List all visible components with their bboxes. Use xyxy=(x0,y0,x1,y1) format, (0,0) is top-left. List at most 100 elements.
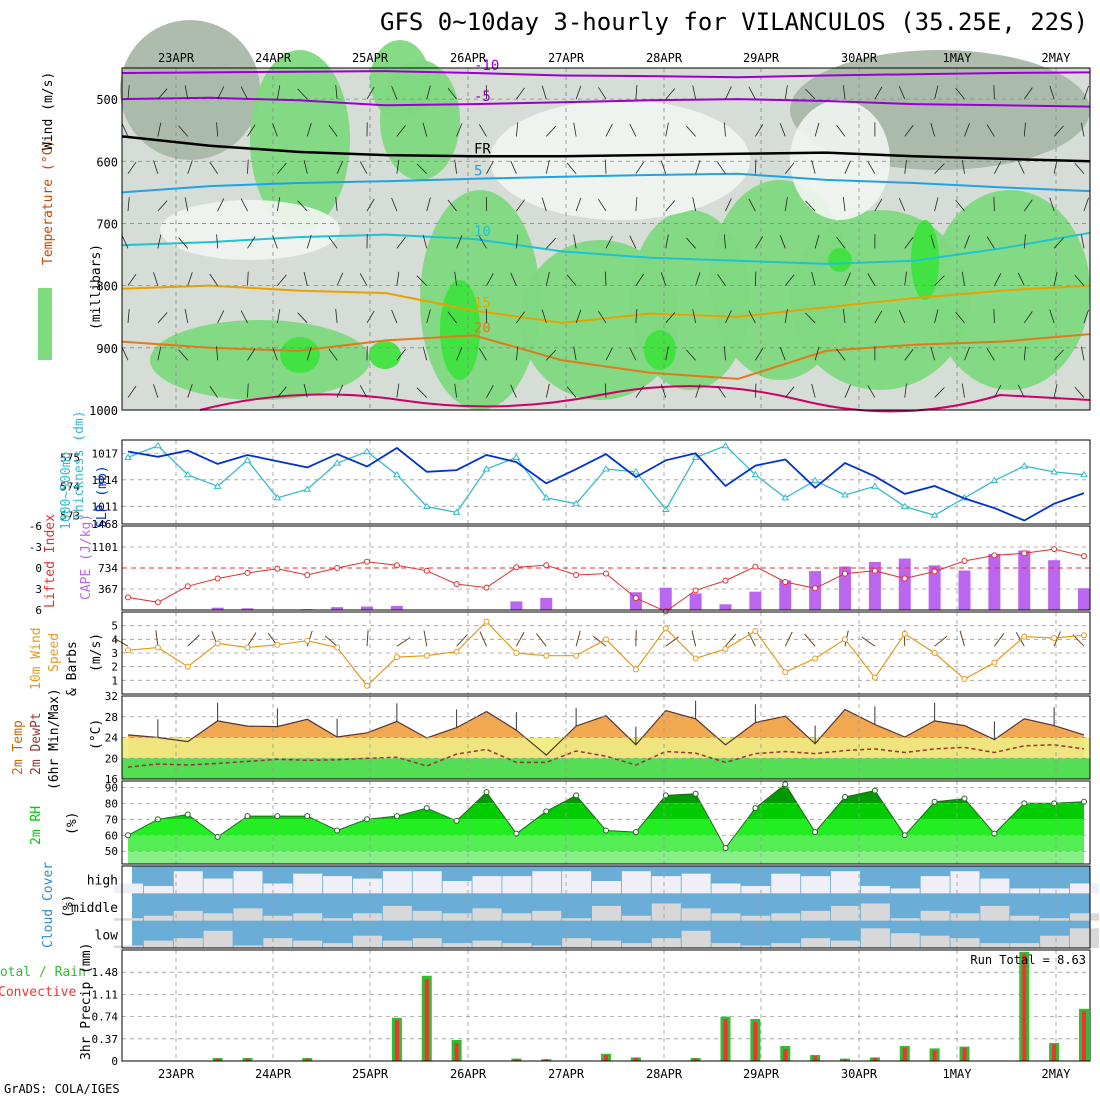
cloud-cover-cell xyxy=(741,885,771,894)
wind-barb xyxy=(247,383,249,398)
wind-barb xyxy=(187,384,193,398)
cape-axis-label: CAPE (J/kg) xyxy=(79,514,94,600)
isotherm-line xyxy=(121,231,1091,265)
thickness-point xyxy=(1050,467,1059,475)
minmax-axis-label: (6hr Min/Max) xyxy=(47,688,62,790)
wind-barb xyxy=(127,385,137,398)
wind-barb xyxy=(784,386,795,398)
wind-barb xyxy=(814,234,820,249)
wind-barb xyxy=(184,85,189,100)
wind-barb xyxy=(209,385,218,398)
wind-barb xyxy=(898,86,906,100)
cloud-cover-cell xyxy=(323,943,353,948)
slp-tick-label: 1017 xyxy=(92,447,119,460)
wind-barb xyxy=(157,122,162,137)
wind-barb xyxy=(306,346,312,361)
temperature-axis-label: Temperature (°C) xyxy=(41,140,56,265)
precip-convective-bar xyxy=(932,1050,937,1061)
wind-barb xyxy=(510,384,517,398)
rh-point xyxy=(304,813,311,820)
temp-line xyxy=(127,708,1085,756)
pressure-tick-label: 700 xyxy=(96,217,118,231)
wind-barb xyxy=(422,346,428,361)
isotherm-label: 15 xyxy=(474,296,491,312)
cloud-cover-cell xyxy=(293,913,323,921)
isotherm-label: 5 xyxy=(474,164,482,180)
precip-convective-bar xyxy=(813,1056,818,1061)
wind-barb xyxy=(303,383,308,398)
wind-barb xyxy=(396,271,400,286)
lifted-index-point xyxy=(513,564,520,571)
rh-point xyxy=(423,805,430,812)
thickness-point xyxy=(303,485,312,492)
cloud-cover-cell xyxy=(233,908,263,921)
wind-barb xyxy=(328,236,338,249)
lifted-tick-label: -6 xyxy=(29,520,42,533)
wind-barb xyxy=(904,159,907,174)
rh-point xyxy=(244,813,251,820)
cloud-cover-cell xyxy=(1040,935,1070,948)
wind-barb xyxy=(836,348,846,361)
wind-barb xyxy=(486,385,494,398)
cloud-cover-cell xyxy=(293,873,323,894)
wind-speed-point xyxy=(214,640,221,647)
wind-barb xyxy=(660,272,667,286)
wind-barb xyxy=(723,346,726,361)
cloud-cover-cell xyxy=(980,878,1010,894)
wind-barb xyxy=(723,122,726,137)
wind-barb xyxy=(934,387,945,398)
temp-axis-label: 2m Temp xyxy=(11,720,26,775)
lifted-index-point xyxy=(812,585,819,592)
precip-convective-label: Convective xyxy=(0,985,76,1000)
wind-speed-point xyxy=(1081,632,1087,639)
wind-barb xyxy=(867,161,876,174)
wind-barb xyxy=(695,384,701,398)
thickness-point xyxy=(482,464,491,472)
wind-barb xyxy=(635,161,645,174)
wind-barb xyxy=(454,159,458,174)
cape-bar xyxy=(958,570,971,610)
rh-contour-region xyxy=(828,248,852,272)
cloud-cover-cell xyxy=(472,876,502,894)
lifted-index-point xyxy=(1021,550,1028,557)
pressure-tick-label: 800 xyxy=(96,280,118,294)
lifted-index-point xyxy=(543,562,550,569)
date-label-top: 30APR xyxy=(841,51,878,65)
wind-barb xyxy=(635,197,638,212)
wind-barb xyxy=(598,199,607,212)
isotherm-label: FR xyxy=(474,141,491,157)
wind-barb xyxy=(217,310,225,324)
cloud-cover-cell xyxy=(143,915,173,921)
precip-convective-bar xyxy=(723,1019,728,1061)
wind-barb xyxy=(573,122,577,137)
cloud-cover-cell xyxy=(382,871,412,894)
wind-barb xyxy=(784,309,788,324)
cloud-cover-cell xyxy=(323,918,353,921)
cape-bar xyxy=(839,566,851,610)
wind-barb xyxy=(842,197,846,212)
cloud-cover-cell xyxy=(472,908,502,921)
cape-top-label: 1468 xyxy=(92,518,119,531)
precip-convective-bar xyxy=(454,1043,459,1061)
wind-barb xyxy=(510,272,517,286)
wind-tick-label: 2 xyxy=(111,661,118,674)
temp-tick-label: 28 xyxy=(105,711,118,724)
wind-barb xyxy=(904,271,907,286)
wind-barb xyxy=(598,87,607,100)
wind-barb-10m xyxy=(396,637,411,647)
thickness-point xyxy=(661,505,670,513)
date-label-top: 23APR xyxy=(158,51,195,65)
cloud-cover-cell xyxy=(711,913,741,921)
wind-barb xyxy=(247,124,256,137)
wind-barb xyxy=(121,123,129,137)
wind-barb xyxy=(516,87,525,100)
date-label-bottom: 1MAY xyxy=(943,1067,973,1081)
wind-barb-10m xyxy=(725,633,737,647)
date-label-top: 25APR xyxy=(352,51,389,65)
cloud-cover-cell xyxy=(681,930,711,948)
slp-axis-label: SLP (mb) xyxy=(95,465,110,528)
wind-barb xyxy=(660,384,667,398)
wind-barb xyxy=(961,271,965,286)
cloud-cover-cell xyxy=(890,888,920,894)
wind-barb xyxy=(1053,237,1064,249)
